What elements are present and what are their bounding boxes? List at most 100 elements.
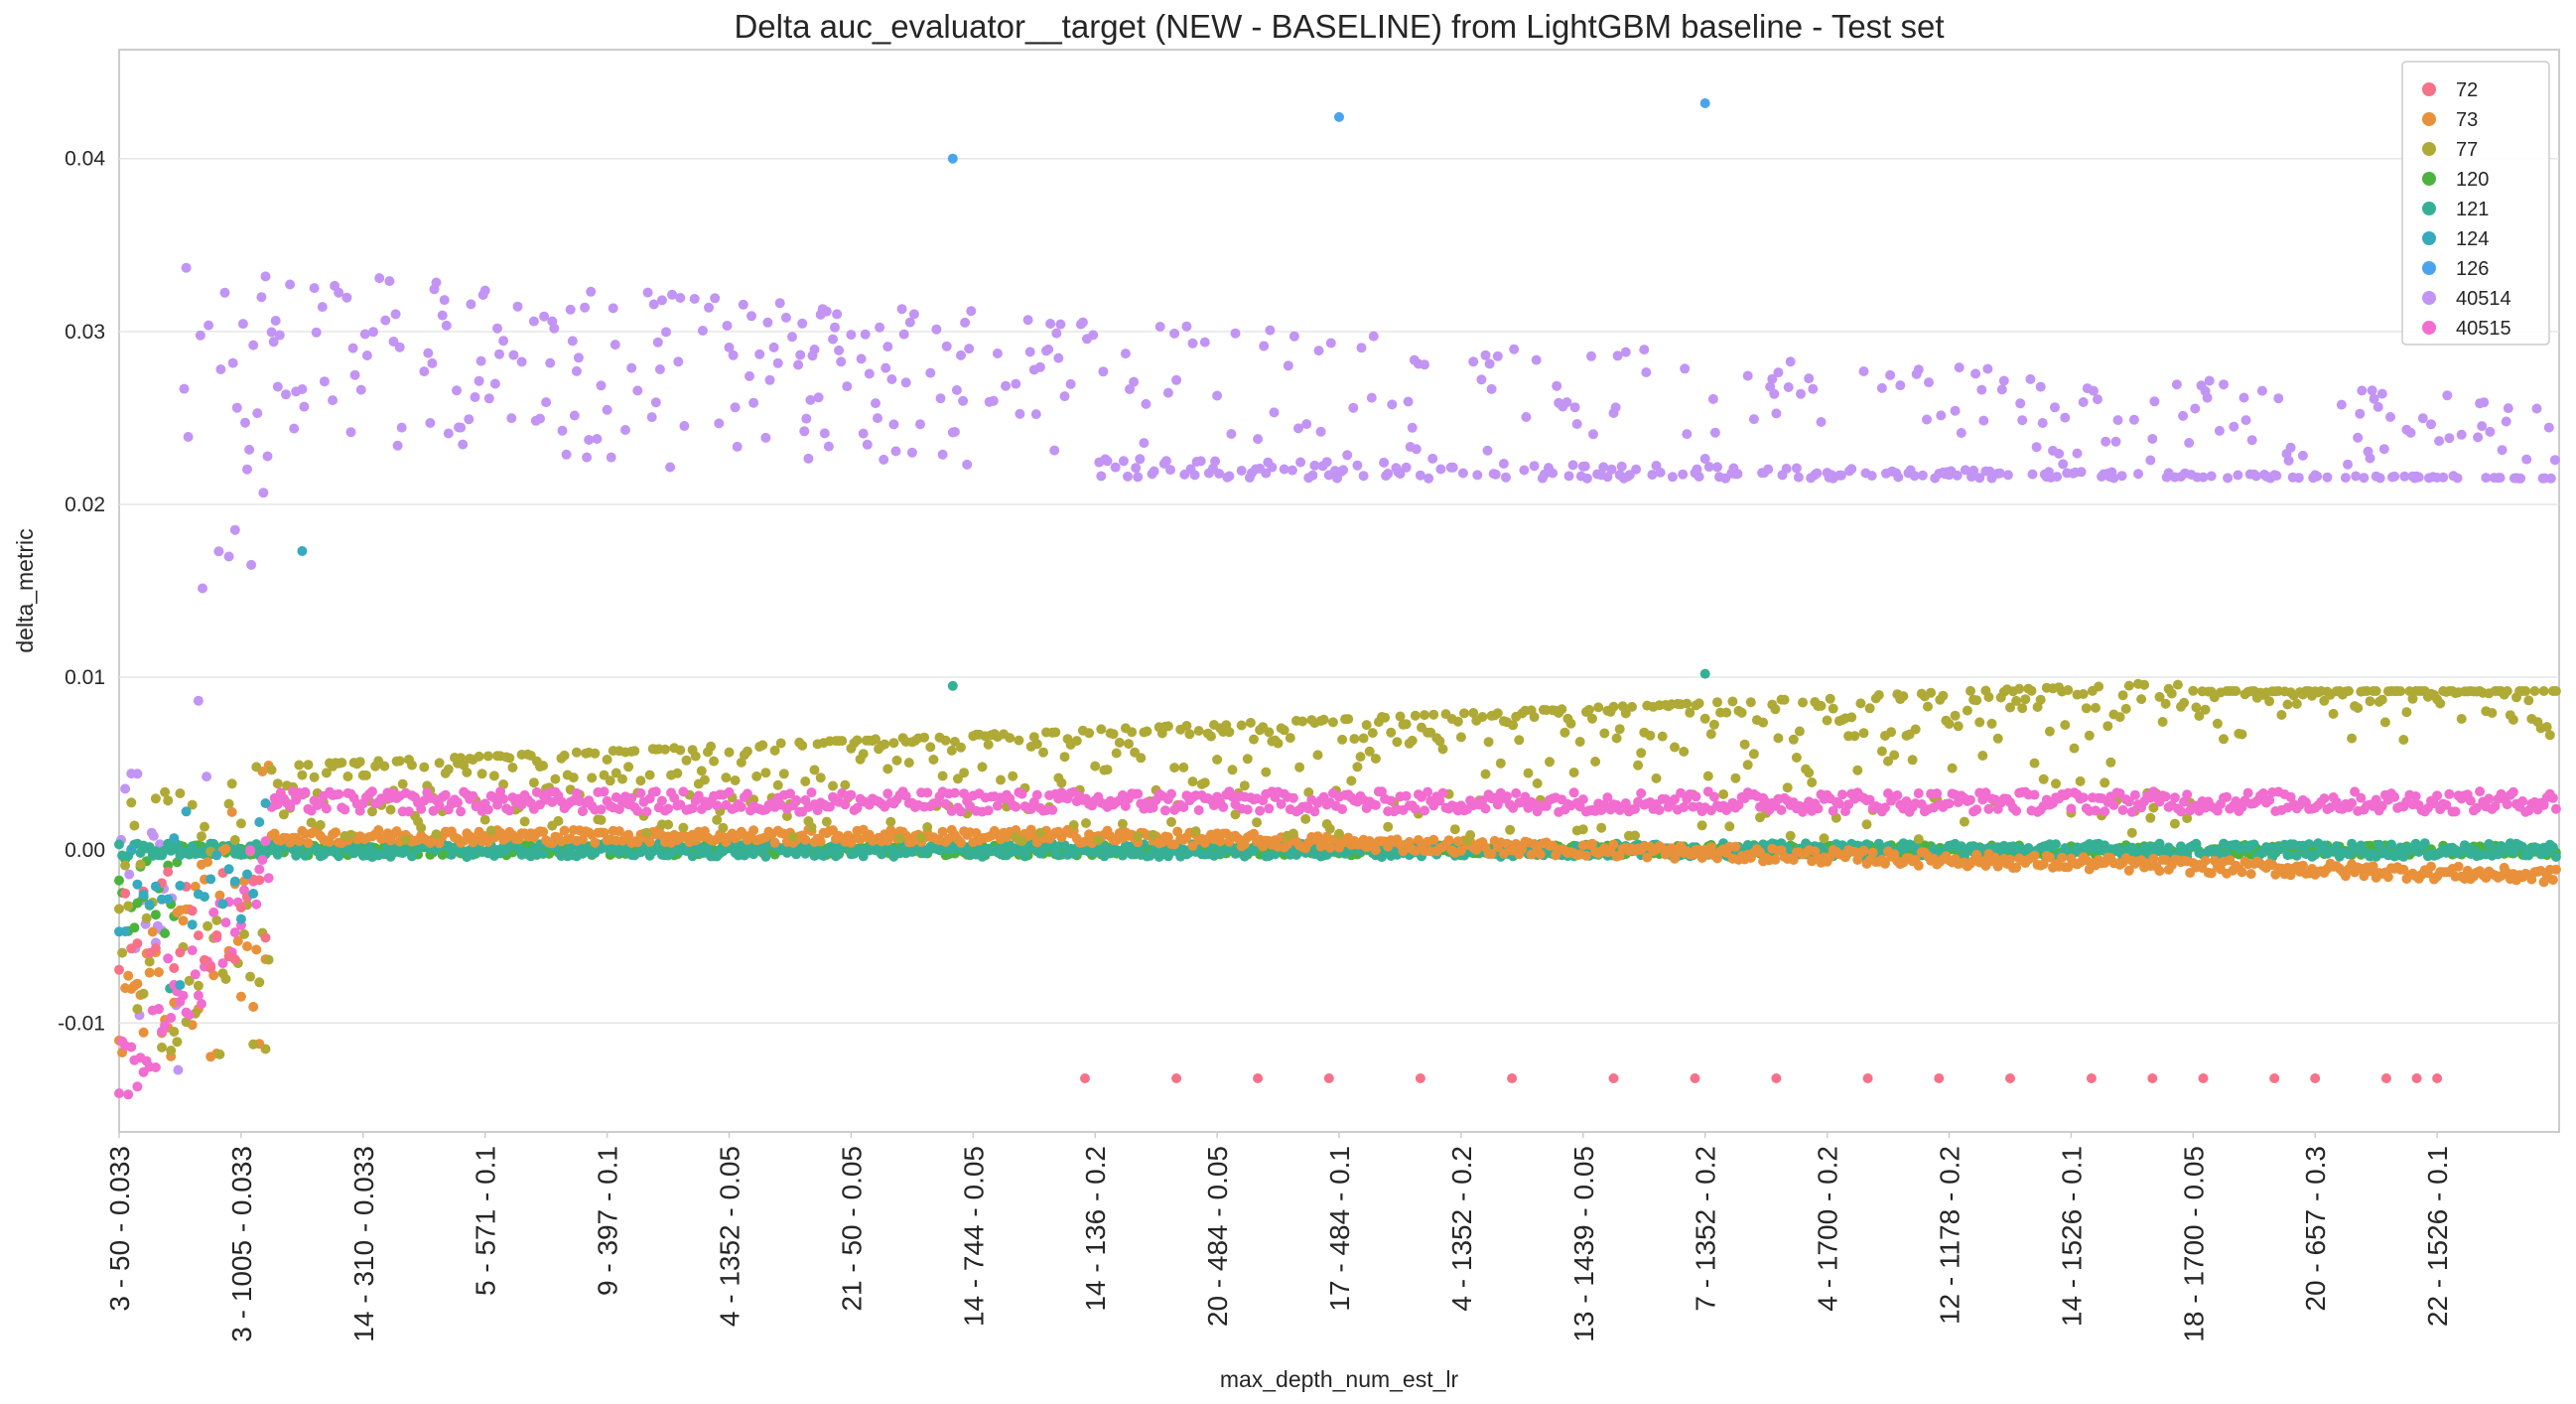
point-40514 — [2202, 392, 2213, 403]
point-72 — [2269, 1073, 2280, 1083]
point-77 — [1452, 716, 1463, 727]
point-40514 — [1631, 464, 1642, 475]
point-40514 — [1125, 384, 1135, 394]
point-73 — [1455, 845, 1466, 856]
point-121 — [2051, 839, 2061, 850]
point-40515 — [1691, 791, 1701, 802]
point-40514 — [586, 286, 597, 297]
point-77 — [193, 980, 203, 991]
point-40514 — [1034, 361, 1045, 372]
point-77 — [2044, 726, 2055, 737]
point-77 — [1959, 816, 1969, 827]
point-40515 — [482, 804, 493, 815]
point-72 — [169, 963, 180, 973]
point-40514 — [1501, 472, 1511, 483]
point-40514 — [1783, 382, 1794, 392]
point-40514 — [2452, 473, 2463, 484]
point-40514 — [626, 362, 637, 373]
point-40515 — [1386, 795, 1397, 806]
point-73 — [1428, 834, 1439, 845]
point-73 — [232, 935, 243, 946]
point-77 — [1947, 763, 1958, 773]
point-40514 — [1936, 410, 1947, 421]
point-40514 — [1230, 328, 1241, 339]
point-40514 — [1816, 417, 1827, 427]
point-77 — [925, 742, 936, 753]
point-121 — [1291, 849, 1301, 860]
point-77 — [482, 751, 493, 762]
point-73 — [153, 967, 164, 978]
point-40514 — [541, 397, 552, 408]
point-77 — [1779, 694, 1790, 705]
point-77 — [2081, 703, 2092, 714]
legend-label: 120 — [2456, 169, 2489, 191]
point-40515 — [1437, 787, 1448, 798]
point-77 — [479, 814, 490, 825]
point-77 — [400, 835, 411, 845]
point-77 — [1327, 717, 1338, 728]
point-77 — [1608, 701, 1619, 712]
point-40514 — [2204, 375, 2215, 386]
point-77 — [2154, 691, 2165, 702]
point-40515 — [1434, 795, 1445, 806]
point-40514 — [2426, 419, 2436, 430]
point-77 — [1300, 813, 1311, 824]
y-tick-label: 0.03 — [65, 321, 105, 344]
point-40514 — [656, 295, 667, 306]
point-40514 — [2479, 397, 2490, 408]
point-77 — [1303, 787, 1314, 797]
point-121 — [2154, 838, 2165, 849]
point-77 — [1459, 708, 1469, 719]
point-77 — [214, 1049, 225, 1059]
point-40514 — [608, 303, 618, 314]
point-40515 — [2078, 792, 2089, 803]
point-40514 — [1135, 454, 1146, 465]
point-73 — [251, 944, 262, 955]
point-40514 — [183, 432, 194, 442]
point-77 — [1495, 758, 1506, 769]
point-40514 — [754, 349, 765, 359]
point-77 — [2344, 686, 2354, 696]
point-77 — [1279, 725, 1289, 736]
point-40514 — [941, 341, 952, 351]
x-tick-label: 14 - 744 - 0.05 — [958, 1146, 989, 1327]
point-40515 — [254, 864, 265, 875]
point-40514 — [1581, 473, 1592, 484]
point-124 — [138, 890, 149, 900]
point-40514 — [1767, 373, 1778, 384]
point-40515 — [197, 999, 206, 1009]
point-40514 — [355, 384, 366, 395]
point-77 — [1252, 817, 1262, 828]
point-121 — [2282, 850, 2293, 861]
point-40515 — [1983, 803, 1994, 814]
point-77 — [488, 771, 499, 781]
point-73 — [1913, 860, 1924, 871]
point-40514 — [1214, 469, 1225, 479]
point-77 — [1727, 696, 1738, 707]
point-40514 — [1307, 470, 1318, 481]
point-40514 — [441, 320, 452, 331]
point-40514 — [1129, 376, 1140, 387]
point-72 — [211, 930, 222, 940]
point-73 — [325, 836, 335, 847]
point-40514 — [1447, 462, 1458, 473]
point-40515 — [187, 945, 198, 956]
point-40515 — [2100, 806, 2110, 817]
x-tick-label: 18 - 1700 - 0.05 — [2178, 1146, 2209, 1342]
x-tick-label: 7 - 1352 - 0.2 — [1691, 1146, 1721, 1312]
point-73 — [1587, 838, 1597, 849]
point-40514 — [1226, 429, 1237, 439]
point-72 — [1415, 1073, 1425, 1083]
point-40514 — [1457, 468, 1468, 479]
point-40514 — [1187, 338, 1198, 349]
point-40515 — [334, 788, 344, 799]
point-77 — [1574, 737, 1585, 747]
point-40514 — [803, 453, 814, 464]
point-40514 — [1098, 366, 1109, 377]
point-77 — [1349, 734, 1360, 745]
point-40514 — [2088, 385, 2099, 396]
legend-label: 40514 — [2456, 288, 2511, 310]
point-77 — [431, 829, 442, 840]
point-77 — [2035, 694, 2046, 705]
point-72 — [2005, 1073, 2015, 1083]
